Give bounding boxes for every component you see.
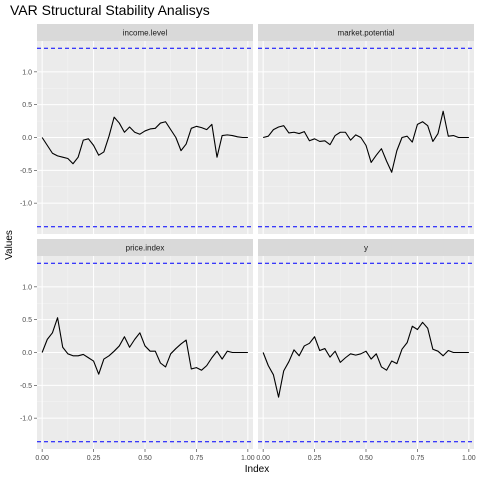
x-tick-label: 1.00: [241, 455, 255, 462]
facet-strip-label: market.potential: [338, 29, 395, 38]
y-tick-label: 0.0: [22, 350, 32, 357]
facet-strip-label: y: [364, 244, 368, 253]
facet-panel-y: y 0.00 0.25 0.50 0.75 1.00: [256, 239, 476, 462]
x-tick-label: 0.00: [35, 455, 49, 462]
x-tick-label: 0.25: [308, 455, 322, 462]
facet-panels: income.level 1.0 0.5 0.0 -0.5 -1.0 market.pote…: [20, 24, 476, 462]
series-line: [41, 317, 248, 375]
facet-strip-label: income.level: [123, 29, 168, 38]
x-tick-label: 0.50: [138, 455, 152, 462]
x-tick-label: 0.25: [87, 455, 101, 462]
y-tick-label: 0.5: [22, 102, 32, 109]
x-tick-label: 0.50: [359, 455, 373, 462]
y-tick-label: -1.0: [20, 416, 32, 423]
y-tick-label: -1.0: [20, 201, 32, 208]
y-tick-label: -0.5: [20, 168, 32, 175]
facet-panel-income-level: income.level 1.0 0.5 0.0 -0.5 -1.0: [20, 24, 253, 234]
series-line: [263, 110, 469, 173]
y-axis-title: Values: [4, 230, 15, 260]
chart-title: VAR Structural Stability Analisys: [10, 2, 210, 18]
y-tick-label: 1.0: [22, 69, 32, 76]
y-tick-label: 0.0: [22, 135, 32, 142]
y-tick-label: 1.0: [22, 284, 32, 291]
facet-strip: [258, 239, 474, 256]
y-tick-label: -0.5: [20, 383, 32, 390]
facet-panel-market-potential: market.potential: [258, 24, 474, 234]
series-line: [41, 116, 248, 165]
facet-strip: [258, 24, 474, 41]
y-tick-label: 0.5: [22, 317, 32, 324]
x-axis-title: Index: [245, 464, 269, 475]
facet-strip-label: price.index: [126, 244, 165, 253]
facet-strip: [37, 24, 253, 41]
x-tick-label: 0.00: [256, 455, 270, 462]
series-line: [262, 321, 469, 398]
facet-panel-price-index: price.index 1.0 0.5 0.0 -0.5 -1.0 0.00 0.25 0.50…: [20, 239, 255, 462]
facet-strip: [37, 239, 253, 256]
x-tick-label: 0.75: [411, 455, 425, 462]
x-tick-label: 1.00: [462, 455, 476, 462]
x-tick-label: 0.75: [190, 455, 204, 462]
